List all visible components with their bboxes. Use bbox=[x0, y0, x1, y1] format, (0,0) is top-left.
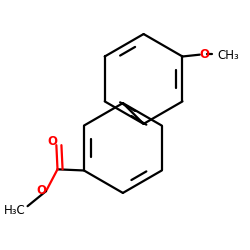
Text: O: O bbox=[47, 134, 57, 147]
Text: CH₃: CH₃ bbox=[217, 49, 239, 62]
Text: O: O bbox=[199, 48, 209, 61]
Text: O: O bbox=[36, 184, 46, 197]
Text: H₃C: H₃C bbox=[4, 204, 25, 217]
